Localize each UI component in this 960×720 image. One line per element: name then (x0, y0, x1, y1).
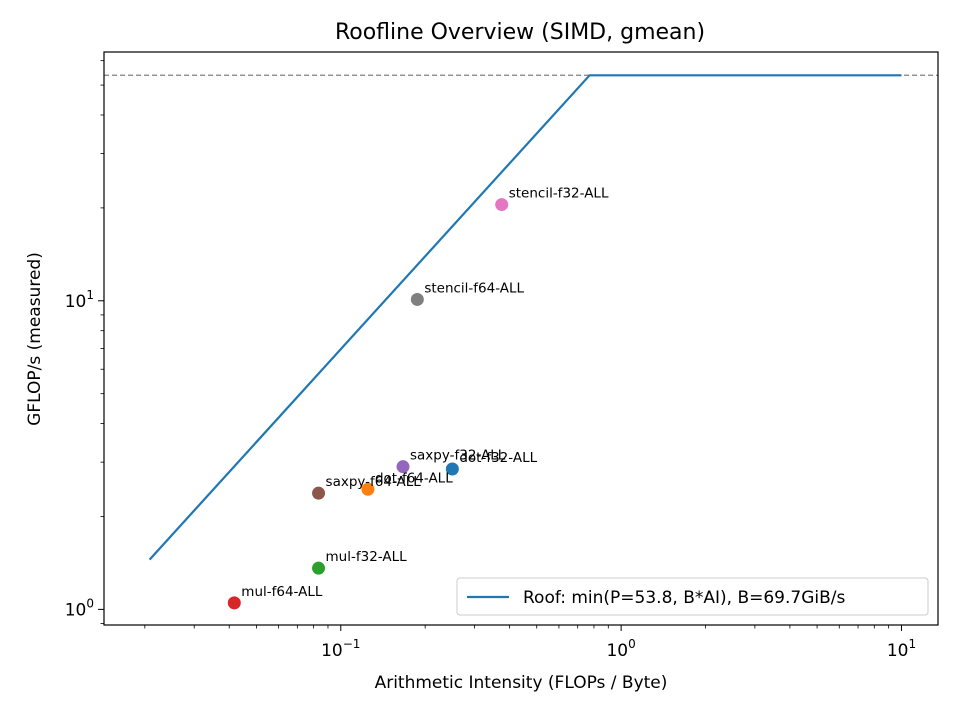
data-point-stencil-f64-ALL (410, 292, 424, 306)
data-point-saxpy-f64-ALL (312, 486, 326, 500)
x-tick-label: 10−1 (321, 637, 360, 661)
data-point-label: stencil-f32-ALL (509, 186, 609, 202)
y-tick-label: 100 (65, 596, 94, 620)
roof-line (148, 74, 902, 561)
legend: Roof: min(P=53.8, B*AI), B=69.7GiB/s (456, 577, 929, 616)
data-point-label: dot-f32-ALL (459, 450, 537, 466)
x-axis-label: Arithmetic Intensity (FLOPs / Byte) (375, 673, 668, 693)
y-axis-label: GFLOP/s (measured) (25, 252, 45, 426)
x-tick-label: 101 (887, 637, 916, 661)
plot-frame (103, 51, 939, 626)
data-point-mul-f32-ALL (312, 561, 326, 575)
y-tick-label: 101 (65, 288, 94, 312)
data-point-label: dot-f64-ALL (375, 470, 453, 486)
chart-title: Roofline Overview (SIMD, gmean) (335, 20, 705, 45)
data-point-label: stencil-f64-ALL (424, 280, 524, 296)
data-point-label: mul-f64-ALL (241, 584, 323, 600)
data-point-stencil-f32-ALL (495, 198, 509, 212)
data-point-saxpy-f32-ALL (396, 460, 410, 474)
data-point-dot-f32-ALL (445, 462, 459, 476)
data-point-label: saxpy-f64-ALL (326, 474, 422, 490)
legend-roof-label: Roof: min(P=53.8, B*AI), B=69.7GiB/s (523, 588, 845, 608)
data-point-label: mul-f32-ALL (326, 549, 408, 565)
data-point-dot-f64-ALL (361, 482, 375, 496)
legend-box (456, 577, 929, 616)
data-point-label: saxpy-f32-ALL (410, 448, 506, 464)
x-tick-label: 100 (606, 637, 635, 661)
data-point-mul-f64-ALL (227, 596, 241, 610)
